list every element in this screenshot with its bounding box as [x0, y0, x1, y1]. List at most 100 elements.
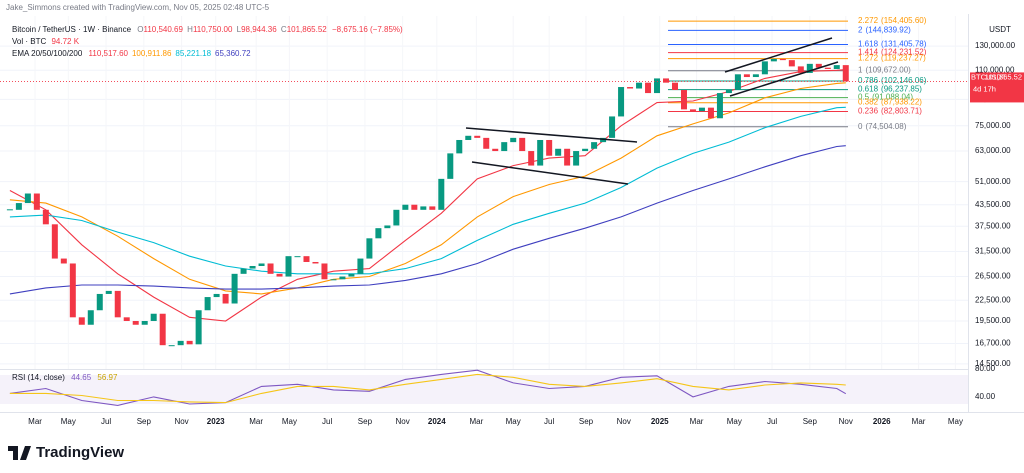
x-tick-label: Sep — [358, 417, 373, 426]
trend-line — [471, 161, 629, 185]
candle — [833, 65, 840, 69]
fib-price: (87,938.22) — [881, 98, 922, 107]
ohlc-value: 98,944.36 — [241, 25, 277, 34]
volume-title: Vol · BTC — [12, 37, 46, 46]
candle — [510, 137, 517, 143]
candle — [573, 151, 580, 166]
fib-price: (74,504.08) — [865, 122, 906, 131]
candle — [195, 310, 202, 345]
ohlc-key: L — [237, 25, 242, 34]
candle — [222, 293, 229, 304]
candle — [258, 263, 265, 266]
candle — [438, 178, 445, 210]
fib-price: (96,237.85) — [881, 85, 922, 94]
candle — [788, 60, 795, 67]
x-tick-label: Nov — [174, 417, 188, 426]
candle — [761, 61, 768, 75]
x-tick-label: Sep — [579, 417, 594, 426]
y-tick-label: 22,500.00 — [975, 295, 1011, 304]
symbol: Bitcoin / TetherUS · 1W · Binance — [12, 25, 132, 34]
candle — [6, 209, 13, 211]
ema-title: EMA 20/50/100/200 — [12, 49, 83, 58]
candle — [618, 87, 625, 117]
candle — [177, 340, 184, 346]
candle — [186, 340, 193, 345]
candle — [357, 258, 364, 274]
y-tick-label: 14,500.00 — [975, 359, 1011, 368]
fib-price: (119,237.27) — [881, 54, 926, 63]
candle — [824, 67, 831, 69]
candle — [689, 109, 696, 112]
candle — [411, 204, 418, 210]
fib-ratio: 1.414 — [858, 48, 879, 57]
x-tick-label: Mar — [249, 417, 263, 426]
candle — [627, 87, 634, 89]
candle — [294, 256, 301, 258]
ema-value: 65,360.72 — [215, 49, 251, 58]
candle — [114, 290, 121, 318]
indicator-line — [9, 145, 846, 295]
brand: TradingView — [8, 444, 124, 461]
x-tick-label: Sep — [137, 417, 152, 426]
fib-ratio: 0.618 — [858, 85, 879, 94]
candle — [501, 142, 508, 152]
ema-legend: EMA 20/50/100/200 110,517.60 100,911.86 85… — [12, 49, 251, 58]
x-tick-label: May — [727, 417, 742, 426]
candle — [96, 293, 103, 311]
rsi-ma-value: 56.97 — [97, 373, 118, 382]
fib-ratio: 0.786 — [858, 76, 879, 85]
y-tick-label: 80.00 — [975, 364, 996, 373]
candle — [276, 273, 283, 277]
candle — [249, 265, 256, 269]
x-tick-label: 2023 — [207, 417, 225, 426]
fib-label: 2 (144,839.92) — [858, 26, 911, 35]
y-tick-label: 26,500.00 — [975, 272, 1011, 281]
y-tick-label: 110,000.00 — [975, 65, 1015, 74]
candle — [698, 107, 705, 112]
x-tick-label: Mar — [469, 417, 483, 426]
price-tag: BTCUSDT 101,865.52 4d 17h — [970, 72, 1024, 103]
candle — [285, 256, 292, 277]
candle — [339, 276, 346, 280]
candle — [519, 137, 526, 152]
change: −8,675.16 (−7.85%) — [332, 25, 403, 34]
candle — [312, 261, 319, 264]
candle — [483, 137, 490, 149]
indicator-line — [9, 373, 846, 404]
fib-price: (124,231.52) — [881, 48, 927, 57]
candle — [770, 58, 777, 62]
price-tag-price: 101,865.52 — [984, 72, 1022, 81]
fib-label: 0.786 (102,146.06) — [858, 76, 927, 85]
candle — [420, 206, 427, 210]
ohlc-key: H — [187, 25, 193, 34]
candle — [528, 151, 535, 166]
indicator-line — [9, 106, 846, 275]
fib-label: 0.236 (82,803.71) — [858, 107, 922, 116]
fib-label: 1.272 (119,237.27) — [858, 54, 926, 63]
volume-value: 94.72 K — [51, 37, 79, 46]
price-tag-ticker: BTCUSDT — [971, 72, 1007, 81]
candle — [213, 293, 220, 298]
fib-price: (91,088.04) — [872, 93, 913, 102]
fib-label: 0.618 (96,237.85) — [858, 85, 922, 94]
x-tick-label: Sep — [803, 417, 818, 426]
ema-value: 100,911.86 — [132, 49, 172, 58]
candle — [456, 139, 463, 154]
fib-label: 0.5 (91,088.04) — [858, 93, 913, 102]
candle — [716, 93, 723, 119]
y-tick-label: 130,000.00 — [975, 41, 1016, 50]
candle — [204, 297, 211, 311]
candle — [132, 320, 139, 325]
candle — [87, 310, 94, 325]
rsi-title: RSI (14, close) — [12, 373, 65, 382]
fib-ratio: 0.5 — [858, 93, 870, 102]
candle — [752, 74, 759, 78]
x-tick-label: Jul — [767, 417, 777, 426]
candle — [591, 142, 598, 149]
rsi-legend: RSI (14, close) 44.65 56.97 — [12, 373, 118, 382]
indicator-line — [9, 82, 846, 295]
fib-price: (109,672.00) — [865, 66, 911, 75]
x-tick-label: May — [506, 417, 521, 426]
